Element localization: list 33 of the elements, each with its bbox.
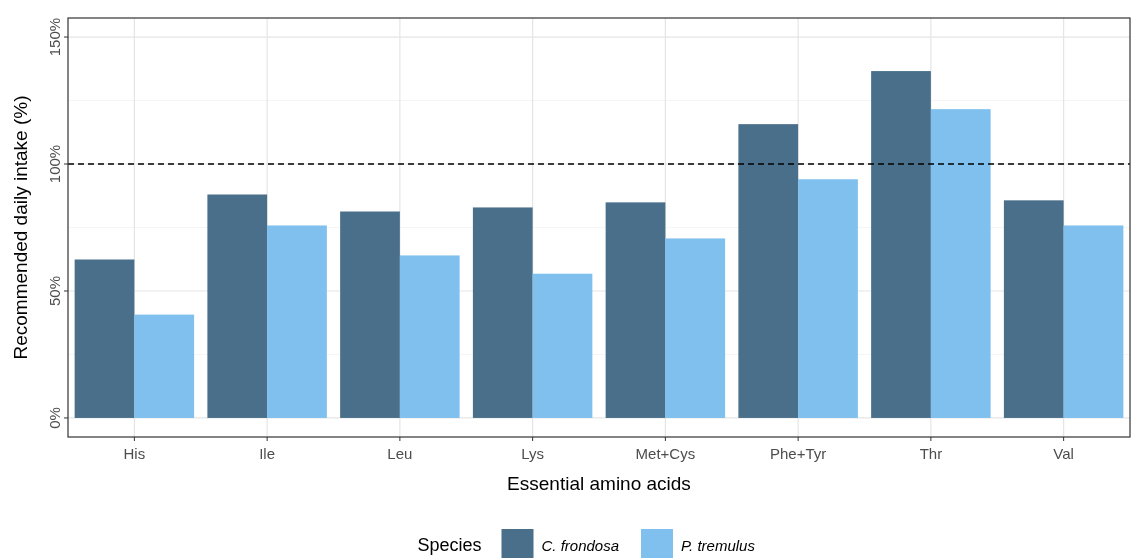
legend-label: P. tremulus <box>681 537 756 554</box>
bar <box>472 207 533 418</box>
y-tick-label: 0% <box>46 407 63 429</box>
x-tick-label: Lys <box>521 445 545 462</box>
y-tick-label: 100% <box>46 144 63 184</box>
legend-label: C. frondosa <box>541 537 620 554</box>
bar <box>1063 225 1124 418</box>
bar <box>738 124 799 418</box>
legend-title: Species <box>417 535 482 555</box>
bar <box>134 314 195 418</box>
x-tick-label: Val <box>1053 445 1074 462</box>
bar <box>74 259 135 418</box>
bar <box>871 71 931 418</box>
bar <box>605 202 666 418</box>
y-tick-label: 150% <box>46 17 63 57</box>
bar <box>532 273 593 418</box>
bar <box>1003 200 1064 418</box>
x-tick-label: Phe+Tyr <box>769 445 827 462</box>
x-tick-label: Met+Cys <box>635 445 696 462</box>
bar <box>665 238 726 418</box>
y-tick-label: 50% <box>46 275 63 306</box>
x-tick-label: Leu <box>387 445 413 462</box>
x-tick-label: Thr <box>919 445 943 462</box>
x-tick-label: His <box>123 445 146 462</box>
bar <box>267 225 327 418</box>
x-tick-label: Ile <box>259 445 276 462</box>
y-axis-title: Recommended daily intake (%) <box>10 95 31 360</box>
bar <box>798 179 858 418</box>
bar <box>930 109 991 418</box>
bar <box>399 255 460 418</box>
x-axis-title: Essential amino acids <box>507 473 691 494</box>
bar <box>340 211 400 418</box>
bar <box>207 194 268 418</box>
